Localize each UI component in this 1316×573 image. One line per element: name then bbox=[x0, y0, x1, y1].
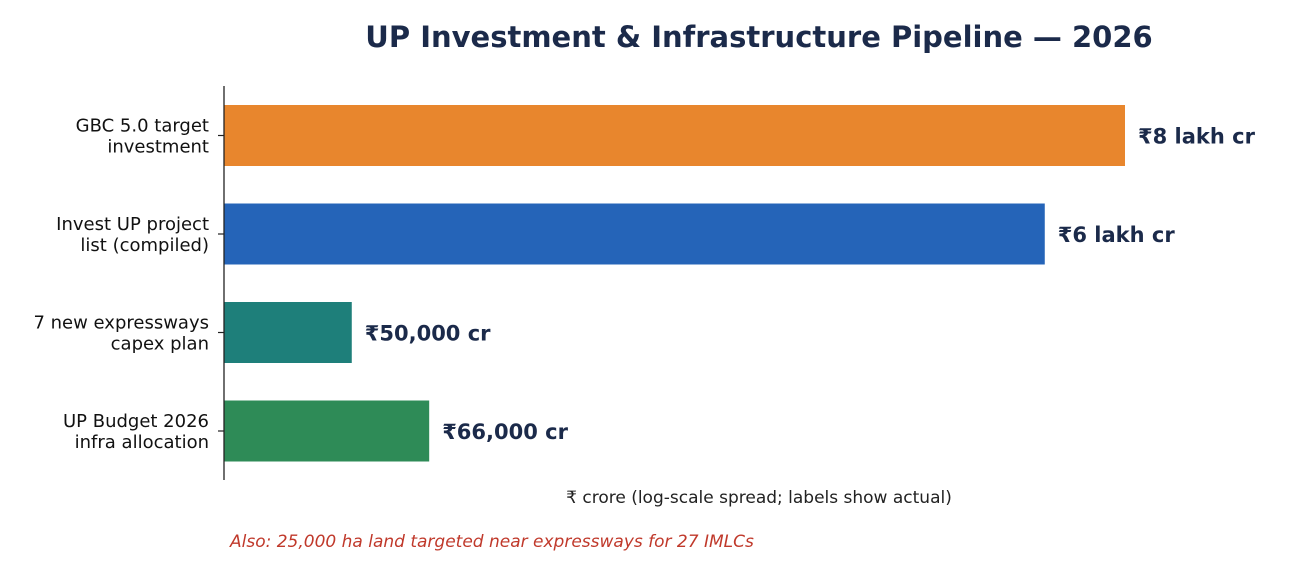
category-label-3: UP Budget 2026 infra allocation bbox=[63, 411, 209, 453]
bars-group: GBC 5.0 target investment ₹8 lakh cr Invest… bbox=[33, 105, 1256, 462]
bar-1 bbox=[224, 203, 1045, 265]
bar-2 bbox=[224, 302, 352, 363]
value-label-2: ₹50,000 cr bbox=[365, 322, 491, 346]
value-label-0: ₹8 lakh cr bbox=[1138, 125, 1256, 149]
value-label-3: ₹66,000 cr bbox=[442, 420, 568, 444]
category-label-1: Invest UP project list (compiled) bbox=[56, 214, 209, 256]
bar-0 bbox=[224, 105, 1125, 166]
value-label-1: ₹6 lakh cr bbox=[1058, 223, 1176, 247]
bar-3 bbox=[224, 400, 430, 462]
category-label-0: GBC 5.0 target investment bbox=[76, 116, 209, 158]
category-label-2: 7 new expressways capex plan bbox=[33, 313, 209, 355]
footnote-annotation: Also: 25,000 ha land targeted near expre… bbox=[229, 532, 754, 552]
chart-title: UP Investment & Infrastructure Pipeline … bbox=[365, 20, 1152, 54]
x-axis-label: ₹ crore (log-scale spread; labels show a… bbox=[566, 488, 952, 508]
